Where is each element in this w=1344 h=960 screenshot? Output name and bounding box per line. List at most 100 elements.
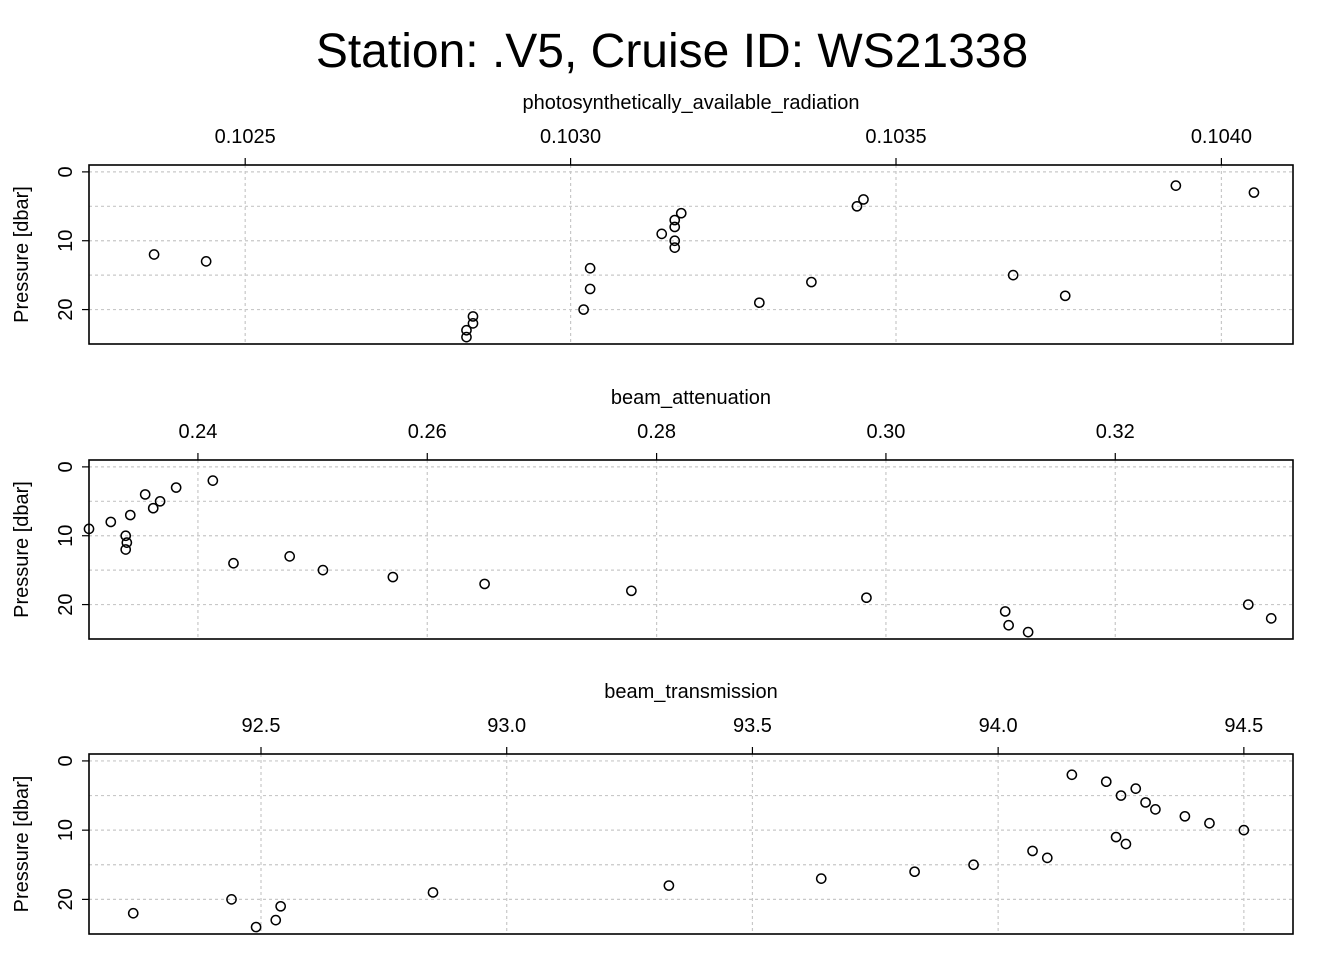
data-point [656,228,668,240]
y-axis-title: Pressure [dbar] [11,776,33,913]
data-point [317,564,329,576]
data-point [1041,852,1053,864]
data-point [626,585,637,597]
data-point [584,283,596,295]
data-point [669,214,681,226]
page-title: Station: .V5, Cruise ID: WS21338 [315,25,1029,78]
data-point [1120,838,1132,850]
y-tick-label: 0 [55,755,77,766]
data-point [121,537,133,548]
data-point [250,921,262,933]
plot-frame [88,164,1294,345]
data-point [1242,599,1254,610]
data-point [124,509,136,521]
data-point [909,866,920,878]
data-point [467,311,479,322]
y-tick-label: 20 [55,888,77,910]
data-point [663,880,675,891]
data-point [1066,769,1078,781]
y-tick-label: 10 [55,525,77,547]
data-point [83,523,95,535]
x-tick-label: 94.0 [979,715,1018,737]
chart-panel-3: beam_transmission 92.5 93.0 93.5 94.0 94.5 0 10… [11,681,1294,935]
x-tick-label: 0.32 [1096,421,1135,443]
y-tick-label: 0 [55,166,77,177]
x-tick-label: 0.26 [408,421,447,443]
data-point [200,256,212,267]
data-point [120,544,132,555]
data-point [1265,612,1277,624]
x-axis-title: photosynthetically_available_radiation [523,92,860,114]
data-point [669,242,681,253]
data-point [1115,790,1127,801]
plot-frame [88,753,1294,935]
x-tick-label: 0.30 [866,421,905,443]
data-point [148,249,160,260]
data-point [270,914,282,926]
data-point [861,592,872,604]
data-point [806,276,817,288]
data-point [105,516,117,528]
data-point [427,887,439,898]
data-point [127,907,139,919]
data-point [226,894,237,905]
chart-panel-2: beam_attenuation 0.24 0.26 0.28 0.30 0.32 0 10 2… [11,387,1294,640]
y-axis-title: Pressure [dbar] [11,186,33,323]
data-point [1007,269,1019,281]
data-point [1150,804,1161,815]
data-point [858,194,869,205]
y-tick-label: 10 [55,819,77,841]
data-point [1204,817,1215,829]
data-point [1022,626,1034,638]
chart-panel-1: photosynthetically_available_radiation 0.… [11,92,1294,345]
x-tick-label: 0.1025 [215,126,276,148]
data-point [170,482,182,493]
data-point [1130,783,1142,794]
data-point [1003,619,1014,631]
plot-frame [88,459,1294,640]
data-point [467,317,479,329]
x-tick-label: 93.0 [487,715,526,737]
x-tick-label: 0.1030 [540,126,601,148]
data-point [479,578,490,590]
data-point [154,495,166,507]
data-point [968,859,979,871]
y-tick-label: 10 [55,230,77,252]
data-point [461,331,472,343]
x-tick-label: 93.5 [733,715,772,737]
y-tick-label: 20 [55,593,77,615]
data-point [387,571,399,583]
data-point [461,324,472,336]
data-point [753,297,765,309]
x-tick-label: 0.1040 [1191,126,1252,148]
y-tick-label: 20 [55,298,77,320]
data-point [578,304,589,315]
data-point [1100,776,1112,788]
data-point [669,235,681,247]
data-point [1170,180,1182,192]
data-point [284,551,296,562]
data-point [1110,831,1122,843]
data-point [669,221,681,233]
data-point [815,873,827,884]
data-point [584,262,596,274]
data-point [851,200,863,212]
x-tick-label: 94.5 [1224,715,1263,737]
x-tick-label: 92.5 [242,715,281,737]
x-tick-label: 0.24 [178,421,217,443]
data-point [1027,845,1038,857]
data-point [275,900,287,912]
data-point [1140,797,1151,808]
data-point [147,502,159,514]
y-tick-label: 0 [55,461,77,472]
x-axis-title: beam_attenuation [611,387,771,409]
data-point [1059,290,1071,302]
data-point [999,606,1011,617]
data-point [1238,824,1250,836]
data-point [228,557,239,569]
data-point [120,530,132,542]
x-tick-label: 0.28 [637,421,676,443]
data-point [139,489,151,500]
y-axis-title: Pressure [dbar] [11,481,33,618]
